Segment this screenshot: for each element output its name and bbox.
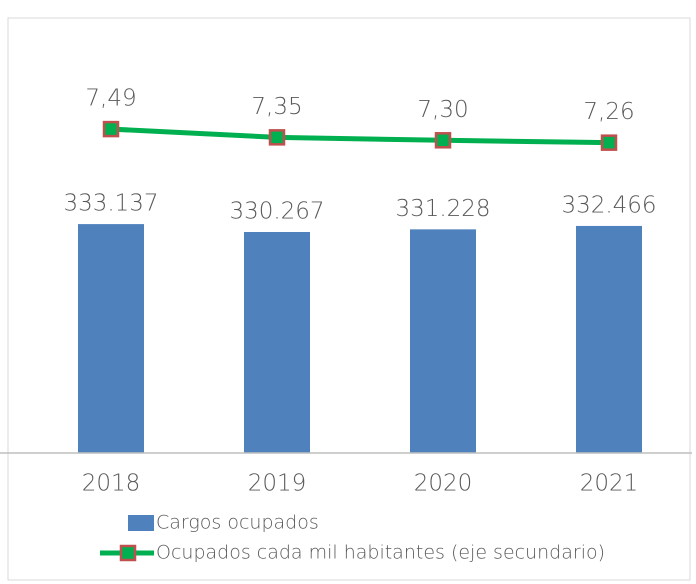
x-tick-label: 2020 <box>414 471 473 497</box>
bar-value-label: 333.137 <box>63 191 158 217</box>
bar-value-label: 331.228 <box>395 196 490 222</box>
line-value-label: 7,35 <box>251 94 302 120</box>
x-tick-label: 2019 <box>248 471 307 497</box>
line-marker <box>434 132 452 149</box>
line <box>110 126 610 146</box>
legend-label: Cargos ocupados <box>156 512 319 534</box>
bar-value-label: 330.267 <box>229 198 324 224</box>
line-marker <box>600 134 618 151</box>
legend-label: Ocupados cada mil habitantes (eje secund… <box>156 542 605 564</box>
bar <box>576 225 642 453</box>
line-value-label: 7,30 <box>417 97 468 123</box>
chart-border <box>7 17 691 581</box>
legend-swatch <box>128 515 154 531</box>
line-marker <box>268 129 286 146</box>
bar <box>410 229 476 453</box>
legend-marker <box>119 544 137 562</box>
bar <box>78 224 144 453</box>
bar <box>244 231 310 453</box>
x-tick-label: 2018 <box>82 471 141 497</box>
line-marker <box>102 120 120 138</box>
line-value-label: 7,26 <box>583 99 634 125</box>
x-tick-label: 2021 <box>580 471 639 497</box>
line-value-label: 7,49 <box>85 86 136 112</box>
bar-value-label: 332.466 <box>561 192 656 218</box>
